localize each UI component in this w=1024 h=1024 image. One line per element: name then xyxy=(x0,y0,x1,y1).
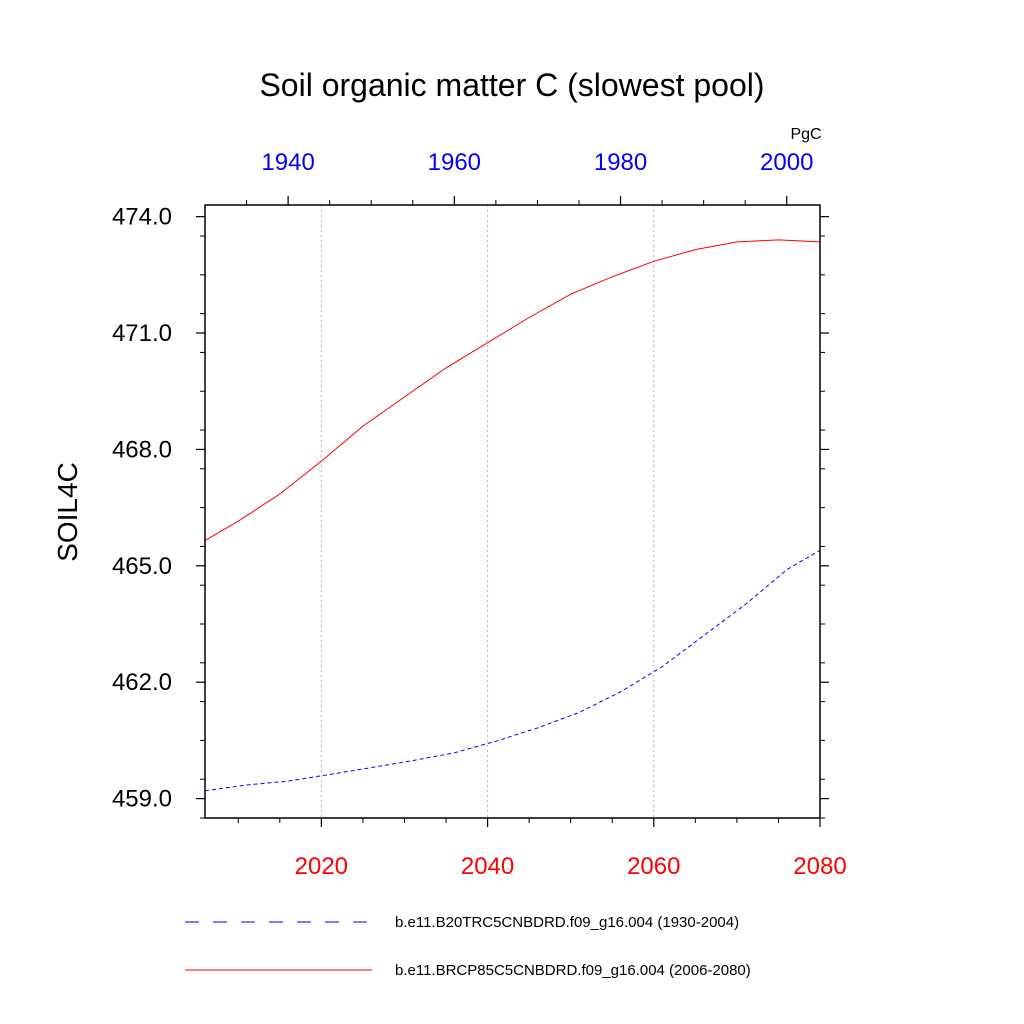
tick-layer: 459.0 462.0 465.0 468.0 471.0 474.0 2020 2040 20… xyxy=(112,149,847,880)
y-axis-label: SOIL4C xyxy=(52,462,83,562)
x-top-tick-label-1940: 1940 xyxy=(261,149,314,176)
x-top-tick-label-1960: 1960 xyxy=(428,149,481,176)
plot-frame xyxy=(204,204,821,819)
series-layer xyxy=(204,239,821,792)
legend-label-historical: b.e11.B20TRC5CNBDRD.f09_g16.004 (1930-20… xyxy=(395,914,739,931)
legend-label-rcp85: b.e11.BRCP85C5CNBDRD.f09_g16.004 (2006-2… xyxy=(395,962,751,979)
x-bottom-tick-label-2040: 2040 xyxy=(461,853,514,880)
legend: b.e11.B20TRC5CNBDRD.f09_g16.004 (1930-20… xyxy=(185,914,751,979)
units-label: PgC xyxy=(790,126,821,143)
x-bottom-tick-label-2080: 2080 xyxy=(793,853,846,880)
series-line-historical xyxy=(204,549,821,792)
y-tick-label-1: 462.0 xyxy=(112,669,172,696)
chart-title: Soil organic matter C (slowest pool) xyxy=(259,67,764,103)
y-tick-label-3: 468.0 xyxy=(112,436,172,463)
y-tick-label-5: 474.0 xyxy=(112,204,172,231)
x-bottom-tick-label-2020: 2020 xyxy=(295,853,348,880)
y-tick-label-4: 471.0 xyxy=(112,320,172,347)
series-line-rcp85 xyxy=(204,239,821,542)
x-top-tick-label-2000: 2000 xyxy=(760,149,813,176)
y-tick-label-0: 459.0 xyxy=(112,786,172,813)
y-tick-label-2: 465.0 xyxy=(112,553,172,580)
x-top-tick-label-1980: 1980 xyxy=(594,149,647,176)
grid-layer xyxy=(320,205,655,818)
x-bottom-tick-label-2060: 2060 xyxy=(627,853,680,880)
